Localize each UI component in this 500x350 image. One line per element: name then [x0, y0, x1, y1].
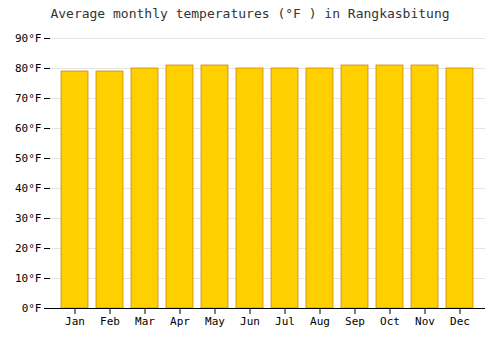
- svg-text:Oct: Oct: [380, 315, 400, 328]
- svg-text:Sep: Sep: [345, 315, 365, 328]
- svg-text:Apr: Apr: [170, 315, 190, 328]
- svg-text:90°F: 90°F: [15, 32, 42, 45]
- svg-text:Jul: Jul: [275, 315, 295, 328]
- svg-text:50°F: 50°F: [15, 152, 42, 165]
- svg-text:40°F: 40°F: [15, 182, 42, 195]
- svg-text:May: May: [205, 315, 225, 328]
- svg-text:Jun: Jun: [240, 315, 260, 328]
- svg-text:10°F: 10°F: [15, 272, 42, 285]
- svg-text:30°F: 30°F: [15, 212, 42, 225]
- svg-text:70°F: 70°F: [15, 92, 42, 105]
- svg-text:60°F: 60°F: [15, 122, 42, 135]
- svg-text:20°F: 20°F: [15, 242, 42, 255]
- svg-text:Dec: Dec: [450, 315, 470, 328]
- svg-text:Mar: Mar: [135, 315, 155, 328]
- svg-text:80°F: 80°F: [15, 62, 42, 75]
- svg-text:Feb: Feb: [100, 315, 120, 328]
- svg-text:0°F: 0°F: [22, 302, 42, 315]
- svg-text:Nov: Nov: [415, 315, 435, 328]
- html-text:Average monthly temperatures (: Average monthly temperatures (°F ) in Ra…: [50, 6, 450, 21]
- svg-text:Jan: Jan: [65, 315, 85, 328]
- svg-text:Aug: Aug: [310, 315, 330, 328]
